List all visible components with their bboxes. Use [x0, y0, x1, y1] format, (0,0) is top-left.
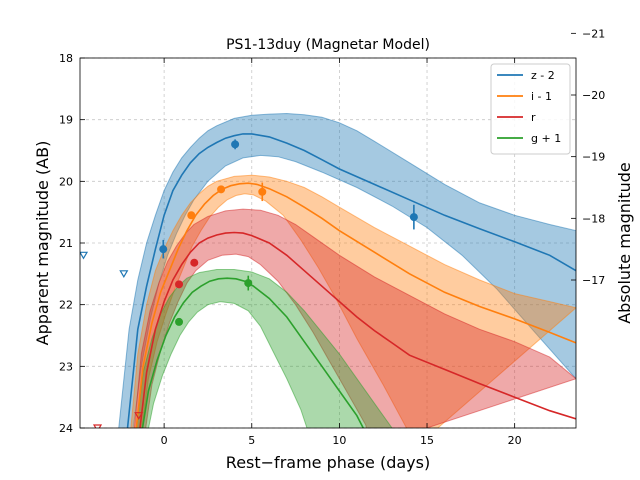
legend-label: g + 1 [531, 132, 561, 145]
upper-limit-marker [119, 270, 129, 279]
upper-limit-marker [80, 251, 89, 260]
model-line-1 [135, 182, 576, 428]
x-tick-label: 15 [420, 434, 434, 447]
uncertainty-band-3 [135, 269, 393, 428]
x-tick-label: 20 [508, 434, 522, 447]
upper-limit-marker [92, 424, 103, 428]
y-right-tick-label: −21 [582, 27, 605, 40]
x-tick-label: 10 [332, 434, 346, 447]
uncertainty-bands [118, 112, 576, 428]
y-right-tick-label: −20 [582, 89, 605, 102]
data-point [190, 258, 199, 267]
y-right-tick-label: −17 [582, 274, 605, 287]
chart-title: PS1-13duy (Magnetar Model) [226, 37, 430, 53]
y-right-tick-label: −19 [582, 151, 605, 164]
y-tick-label: 20 [59, 175, 73, 188]
data-point [258, 187, 267, 196]
data-point [231, 140, 240, 149]
legend-label: i - 1 [531, 90, 552, 103]
y-axis-label: Apparent magnitude (AB) [33, 141, 52, 346]
data-point [175, 317, 184, 326]
model-line-3 [141, 277, 365, 428]
model-line-2 [139, 231, 576, 428]
y-tick-label: 21 [59, 237, 73, 250]
data-point [159, 245, 168, 254]
y-axis-right-label: Absolute magnitude [615, 162, 634, 324]
x-tick-label: 5 [248, 434, 255, 447]
x-tick-label: 0 [161, 434, 168, 447]
x-axis-label: Rest−frame phase (days) [226, 453, 430, 472]
uncertainty-band-1 [130, 174, 576, 428]
legend-box [490, 63, 571, 155]
legend: z - 2 i - 1 r g + 1 [490, 63, 571, 155]
y-tick-label: 23 [59, 360, 73, 373]
y-tick-label: 22 [59, 299, 73, 312]
y-tick-label: 18 [59, 52, 73, 65]
uncertainty-band-2 [133, 208, 576, 428]
data-point [409, 213, 418, 222]
upper-limit-marker [134, 412, 144, 420]
y-right-tick-label: −18 [582, 212, 605, 225]
data-point [217, 185, 226, 194]
model-line-0 [126, 133, 576, 428]
y-tick-label: 19 [59, 114, 73, 127]
data-point [244, 279, 253, 288]
y-tick-label: 24 [59, 422, 73, 435]
observed-points [80, 139, 418, 428]
data-point [187, 211, 196, 220]
model-lines [126, 133, 576, 428]
data-point [175, 280, 184, 289]
legend-label: z - 2 [531, 69, 555, 82]
legend-label: r [531, 111, 536, 124]
